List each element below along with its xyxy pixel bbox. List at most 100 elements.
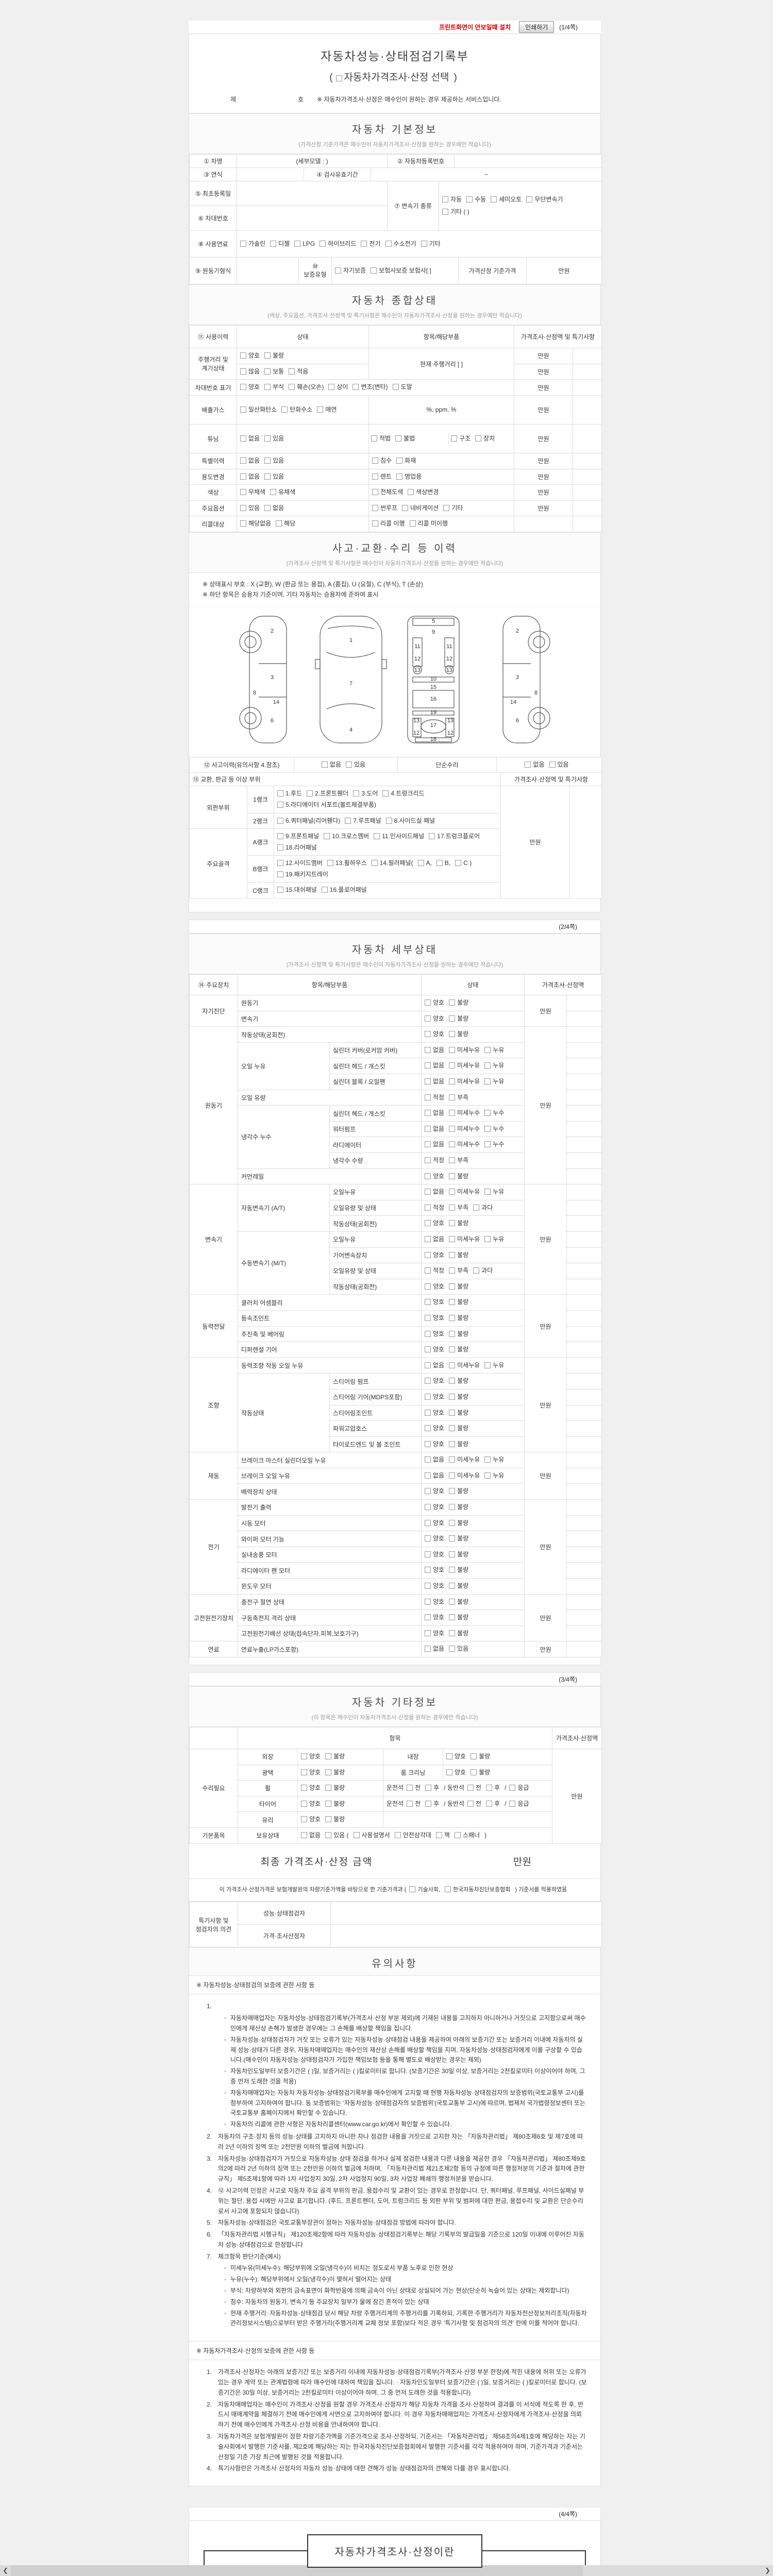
checkbox[interactable] (301, 1800, 307, 1807)
checkbox[interactable] (449, 1078, 456, 1085)
checkbox[interactable] (443, 504, 450, 511)
checkbox[interactable] (446, 1769, 452, 1775)
checkbox[interactable] (449, 999, 456, 1006)
checkbox[interactable] (425, 1456, 431, 1463)
print-button[interactable]: 인쇄하기 (519, 21, 554, 33)
checkbox[interactable] (317, 406, 324, 413)
scroll-right-arrow-icon[interactable]: ❯ (762, 2565, 773, 2576)
checkbox[interactable] (372, 520, 378, 527)
checkbox[interactable] (449, 1015, 456, 1022)
checkbox[interactable] (277, 817, 283, 824)
checkbox[interactable] (425, 1630, 431, 1636)
checkbox[interactable] (353, 790, 360, 797)
checkbox[interactable] (325, 1769, 332, 1775)
checkbox[interactable] (449, 1409, 456, 1416)
checkbox[interactable] (425, 1173, 431, 1179)
checkbox[interactable] (449, 1551, 456, 1557)
checkbox[interactable] (277, 860, 283, 867)
checkbox[interactable] (402, 504, 409, 511)
checkbox[interactable] (240, 368, 246, 375)
checkbox[interactable] (449, 1173, 456, 1179)
checkbox[interactable] (484, 1189, 491, 1195)
checkbox[interactable] (449, 1567, 456, 1573)
checkbox[interactable] (442, 196, 448, 203)
checkbox[interactable] (264, 384, 271, 391)
checkbox[interactable] (240, 504, 246, 511)
checkbox[interactable] (425, 1535, 431, 1542)
checkbox[interactable] (425, 1614, 431, 1621)
final-price-value[interactable]: 만원 (513, 1856, 531, 1868)
checkbox[interactable] (449, 1141, 456, 1148)
checkbox[interactable] (473, 1204, 480, 1211)
checkbox[interactable] (449, 1125, 456, 1132)
inspection-validity-field[interactable]: ~ (371, 167, 602, 182)
checkbox[interactable] (240, 406, 246, 413)
engine-type-field[interactable] (237, 257, 299, 285)
checkbox[interactable] (421, 240, 427, 247)
checkbox[interactable] (442, 208, 448, 215)
checkbox[interactable] (281, 406, 288, 413)
checkbox[interactable] (425, 1141, 431, 1148)
checkbox[interactable] (425, 1393, 431, 1400)
checkbox[interactable] (425, 1204, 431, 1211)
checkbox[interactable] (276, 520, 282, 527)
checkbox[interactable] (425, 1472, 431, 1479)
checkbox[interactable] (395, 435, 402, 442)
checkbox[interactable] (325, 1785, 332, 1791)
checkbox[interactable] (324, 833, 330, 840)
checkbox[interactable] (449, 1378, 456, 1384)
checkbox[interactable] (449, 1488, 456, 1495)
checkbox[interactable] (353, 1832, 360, 1838)
checkbox[interactable] (451, 435, 458, 442)
checkbox[interactable] (408, 489, 414, 496)
checkbox[interactable] (484, 1362, 491, 1368)
checkbox[interactable] (289, 384, 295, 391)
checkbox[interactable] (277, 833, 283, 840)
checkbox[interactable] (409, 1886, 416, 1892)
checkbox[interactable] (371, 435, 377, 442)
checkbox[interactable] (385, 817, 392, 824)
checkbox[interactable] (425, 1800, 432, 1807)
checkbox[interactable] (294, 240, 301, 247)
checkbox[interactable] (470, 1769, 477, 1775)
checkbox[interactable] (345, 817, 351, 824)
checkbox[interactable] (396, 457, 403, 464)
checkbox[interactable] (240, 520, 246, 527)
checkbox[interactable] (449, 1630, 456, 1636)
checkbox[interactable] (335, 75, 342, 81)
checkbox[interactable] (449, 1504, 456, 1511)
checkbox[interactable] (277, 844, 283, 851)
checkbox[interactable] (425, 1094, 431, 1100)
checkbox[interactable] (486, 1785, 493, 1791)
checkbox[interactable] (425, 1062, 431, 1069)
inspector-remarks-field[interactable] (330, 1902, 602, 1925)
horizontal-scrollbar[interactable]: ❮ ❯ (0, 2565, 773, 2576)
checkbox[interactable] (240, 352, 246, 359)
checkbox[interactable] (396, 473, 403, 480)
checkbox[interactable] (289, 368, 295, 375)
checkbox[interactable] (372, 504, 378, 511)
checkbox[interactable] (449, 1346, 456, 1353)
checkbox[interactable] (425, 1283, 431, 1290)
checkbox[interactable] (409, 520, 416, 527)
checkbox[interactable] (484, 1078, 491, 1085)
checkbox[interactable] (240, 457, 246, 464)
checkbox[interactable] (449, 1598, 456, 1605)
checkbox[interactable] (425, 1440, 431, 1447)
checkbox[interactable] (491, 196, 497, 203)
checkbox[interactable] (435, 1832, 442, 1838)
checkbox[interactable] (425, 1362, 431, 1368)
checkbox[interactable] (473, 1267, 480, 1274)
vin-field[interactable] (237, 206, 388, 231)
checkbox[interactable] (277, 871, 283, 877)
checkbox[interactable] (425, 1235, 431, 1242)
checkbox[interactable] (301, 1753, 307, 1759)
checkbox[interactable] (449, 1330, 456, 1337)
checkbox[interactable] (277, 801, 283, 808)
checkbox[interactable] (240, 435, 246, 442)
checkbox[interactable] (325, 1816, 332, 1823)
checkbox[interactable] (325, 1832, 332, 1838)
current-mileage-field[interactable]: 현재 주행거리 [ ] (368, 348, 514, 380)
checkbox[interactable] (425, 1488, 431, 1495)
checkbox[interactable] (484, 1046, 491, 1053)
